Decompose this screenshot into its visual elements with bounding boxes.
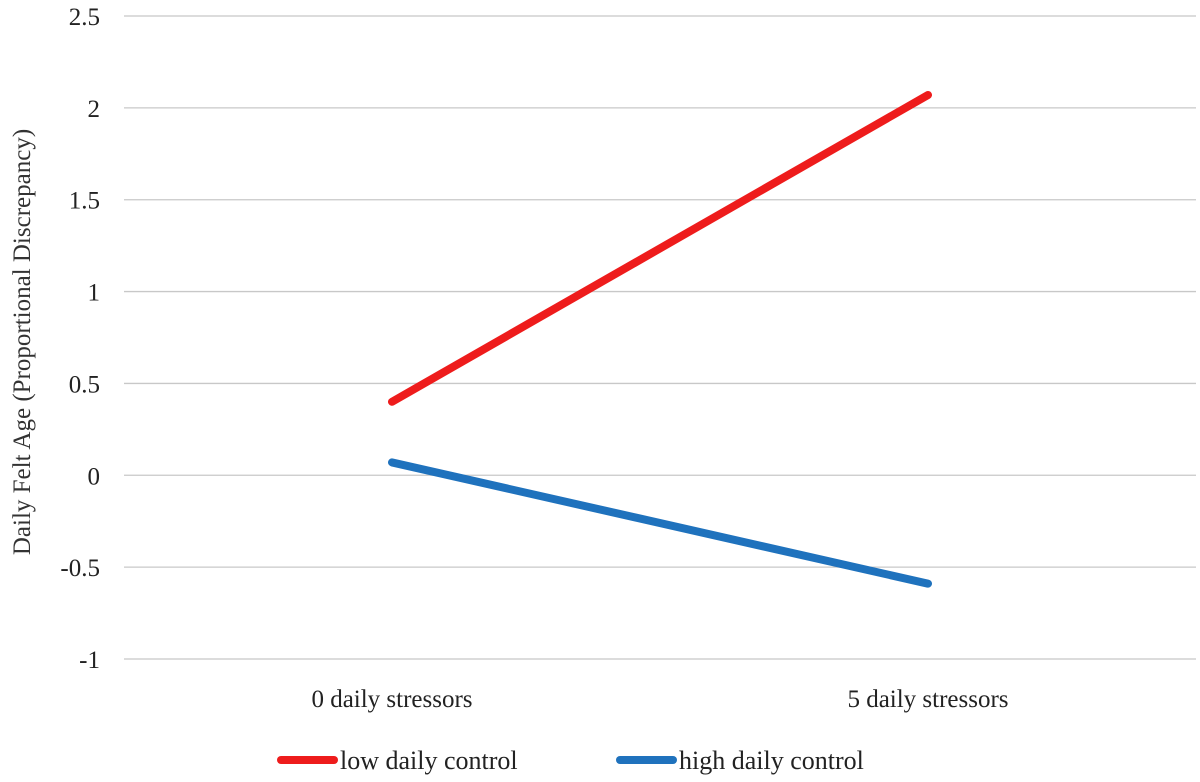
y-tick-label: 0.5 <box>69 371 100 398</box>
series-lines <box>388 90 932 588</box>
series-line-high-daily-control <box>388 458 932 588</box>
y-tick-label: 0 <box>88 463 101 490</box>
legend: low daily control high daily control <box>277 746 864 775</box>
y-tick-label: -1 <box>79 647 100 674</box>
y-tick-label: 2 <box>88 96 101 123</box>
x-tick-label: 0 daily stressors <box>311 686 472 713</box>
legend-label-low-daily-control: low daily control <box>340 746 518 775</box>
series-line-low-daily-control <box>388 90 932 406</box>
x-axis-tick-labels: 0 daily stressors 5 daily stressors <box>311 686 1008 713</box>
legend-label-high-daily-control: high daily control <box>679 746 864 775</box>
y-tick-label: -0.5 <box>60 555 100 582</box>
y-tick-label: 2.5 <box>69 4 100 31</box>
y-tick-label: 1 <box>88 280 101 307</box>
y-axis-title: Daily Felt Age (Proportional Discrepancy… <box>9 129 36 555</box>
gridlines <box>124 15 1196 660</box>
x-tick-label: 5 daily stressors <box>847 686 1008 713</box>
y-axis-tick-labels: 2.5 2 1.5 1 0.5 0 -0.5 -1 <box>60 4 100 674</box>
y-tick-label: 1.5 <box>69 188 100 215</box>
